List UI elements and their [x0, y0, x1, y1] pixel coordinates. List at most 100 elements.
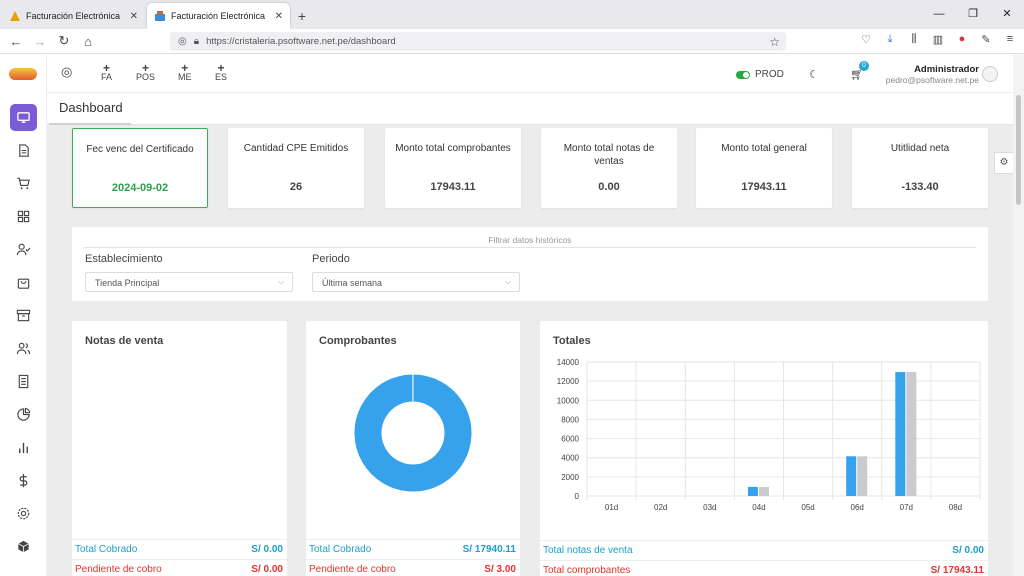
browser-navbar: ← → ↻ ⌂ ◎ 🔒︎ https://cristaleria.psoftwa… [0, 29, 1024, 54]
settings-gear-icon[interactable] [10, 500, 37, 527]
y-tick-label: 14000 [557, 358, 580, 367]
period-label: Periodo [312, 253, 350, 265]
stat-card-vouchers-total: Monto total comprobantes 17943.11 [385, 128, 521, 208]
stat-value: 26 [289, 181, 303, 193]
library-icon[interactable]: ⫼ [911, 33, 917, 45]
download-icon[interactable]: ⤓ [887, 33, 893, 45]
quick-action-me[interactable]: + ME [178, 62, 192, 82]
filter-title: Filtrar datos históricos [488, 235, 572, 245]
shopping-bag-icon[interactable] [10, 269, 37, 296]
bar [895, 372, 906, 496]
user-check-icon[interactable] [10, 236, 37, 263]
dashboard-icon[interactable] [10, 104, 37, 131]
stat-value: 17943.11 [430, 181, 476, 193]
summary-row: Pendiente de cobro S/ 3.00 [306, 559, 520, 576]
shopping-cart-icon: 🛒︎ [850, 69, 864, 81]
stat-label: Monto total notas de ventas [563, 143, 655, 167]
browser-tab-strip: Facturación Electrónica ✕ Facturación El… [0, 0, 1024, 29]
period-select[interactable]: Última semana ⌵ [312, 272, 520, 292]
x-tick-label: 03d [703, 503, 716, 512]
environment-label: PROD [755, 69, 784, 80]
close-tab-icon[interactable]: ✕ [274, 10, 283, 22]
card-title: Totales [553, 335, 591, 347]
address-bar[interactable]: ◎ 🔒︎ https://cristaleria.psoftware.net.p… [170, 32, 786, 51]
y-tick-label: 6000 [561, 435, 579, 444]
reload-icon[interactable]: ↻ [58, 33, 70, 48]
quick-action-es[interactable]: + ES [215, 62, 228, 82]
eyedropper-icon[interactable]: ✎ [981, 34, 991, 46]
dashboard-content: Fec venc del Certificado 2024-09-02 Cant… [47, 125, 1013, 576]
x-tick-label: 01d [605, 503, 618, 512]
package-icon[interactable] [10, 533, 37, 560]
period-value: Última semana [322, 278, 383, 288]
user-menu[interactable]: Administrador pedro@psoftware.net.pe [886, 64, 979, 85]
barcode-icon[interactable]: ▥ [932, 34, 944, 46]
stat-value: 17943.11 [741, 181, 787, 193]
minimize-icon[interactable]: — [933, 8, 945, 20]
cart-icon[interactable] [10, 170, 37, 197]
x-tick-label: 05d [801, 503, 814, 512]
quick-action-pos[interactable]: + POS [136, 62, 155, 82]
browser-tab-title: Facturación Electrónica [171, 11, 266, 21]
customizer-gears-icon[interactable]: ⚙ [994, 152, 1013, 174]
stat-value: 2024-09-02 [111, 182, 169, 194]
browser-tab-title: Facturación Electrónica [26, 11, 121, 21]
quick-action-label: ES [215, 72, 228, 82]
page-scrollbar[interactable] [1013, 55, 1024, 576]
stat-label: Monto total general [721, 143, 807, 154]
close-tab-icon[interactable]: ✕ [129, 10, 138, 22]
url-text[interactable]: https://cristaleria.psoftware.net.pe/das… [206, 36, 396, 47]
summary-row: Total notas de venta S/ 0.00 [540, 540, 988, 560]
summary-value: S/ 3.00 [484, 564, 516, 575]
scrollbar-thumb[interactable] [1016, 95, 1021, 205]
document-icon[interactable] [10, 137, 37, 164]
users-icon[interactable] [10, 335, 37, 362]
dark-mode-moon-icon[interactable]: ☾ [809, 69, 819, 81]
bar [758, 486, 769, 496]
pocket-icon[interactable]: ♡ [861, 34, 871, 46]
avatar[interactable] [982, 66, 998, 82]
bar [857, 456, 868, 496]
toggle-switch[interactable] [736, 70, 750, 79]
back-icon[interactable]: ← [9, 33, 23, 49]
stat-card-certificate: Fec venc del Certificado 2024-09-02 [72, 128, 208, 208]
dollar-icon[interactable] [10, 467, 37, 494]
quick-action-fa[interactable]: + FA [101, 62, 112, 82]
forward-icon[interactable]: → [33, 33, 47, 49]
cart-count-badge: 0 [859, 61, 869, 71]
establishment-label: Establecimiento [85, 253, 163, 265]
bookmark-star-icon[interactable]: ☆ [769, 34, 780, 49]
close-window-icon[interactable]: ✕ [1002, 8, 1012, 20]
lock-icon[interactable]: 🔒︎ [193, 36, 200, 47]
cart-button[interactable]: 🛒︎ 0 [850, 61, 869, 81]
summary-value: S/ 0.00 [952, 545, 984, 556]
summary-value: S/ 0.00 [251, 564, 283, 575]
adblock-icon[interactable]: ● [958, 33, 966, 45]
stat-value: 0.00 [598, 181, 620, 193]
list-icon[interactable] [10, 368, 37, 395]
shield-icon[interactable]: ◎ [178, 36, 187, 47]
pie-chart-icon[interactable] [10, 401, 37, 428]
restore-icon[interactable]: ❐ [968, 8, 978, 20]
summary-label: Pendiente de cobro [309, 564, 396, 575]
environment-toggle[interactable]: PROD [736, 69, 784, 80]
browser-tab-1[interactable]: Facturación Electrónica ✕ [2, 3, 145, 29]
x-tick-label: 02d [654, 503, 667, 512]
app-header: ◎ + FA + POS + ME + ES PROD ☾ 🛒︎ 0 Administr… [47, 55, 1013, 93]
browser-tab-2[interactable]: Facturación Electrónica ✕ [147, 3, 290, 29]
page-title-bar: Dashboard [47, 93, 1013, 125]
summary-row: Total Cobrado S/ 0.00 [72, 539, 287, 559]
home-icon[interactable]: ⌂ [84, 33, 92, 49]
new-tab-button[interactable]: + [297, 8, 307, 24]
app-sidebar [0, 55, 47, 576]
stat-card-sales-notes-total: Monto total notas de ventas 0.00 [541, 128, 677, 208]
grid-icon[interactable] [10, 203, 37, 230]
menu-icon[interactable]: ≡ [1006, 33, 1014, 45]
establishment-select[interactable]: Tienda Principal ⌵ [85, 272, 293, 292]
bar-chart-icon[interactable] [10, 434, 37, 461]
archive-icon[interactable] [10, 302, 37, 329]
totals-card: Totales 0 2000 4000 6000 8000 10000 12000 14000… [540, 321, 988, 576]
divider [84, 247, 976, 248]
target-icon[interactable]: ◎ [61, 64, 73, 79]
window-controls: — ❐ ✕ [922, 0, 1024, 29]
